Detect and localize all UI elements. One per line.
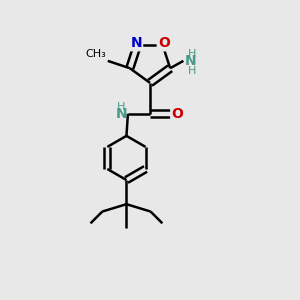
Text: N: N bbox=[185, 54, 197, 68]
Text: H: H bbox=[117, 102, 126, 112]
Text: CH₃: CH₃ bbox=[85, 49, 106, 58]
Text: N: N bbox=[130, 36, 142, 50]
Text: H: H bbox=[188, 49, 196, 58]
Text: O: O bbox=[171, 107, 183, 121]
Text: N: N bbox=[116, 107, 127, 121]
Text: H: H bbox=[188, 66, 196, 76]
Text: O: O bbox=[158, 36, 170, 50]
